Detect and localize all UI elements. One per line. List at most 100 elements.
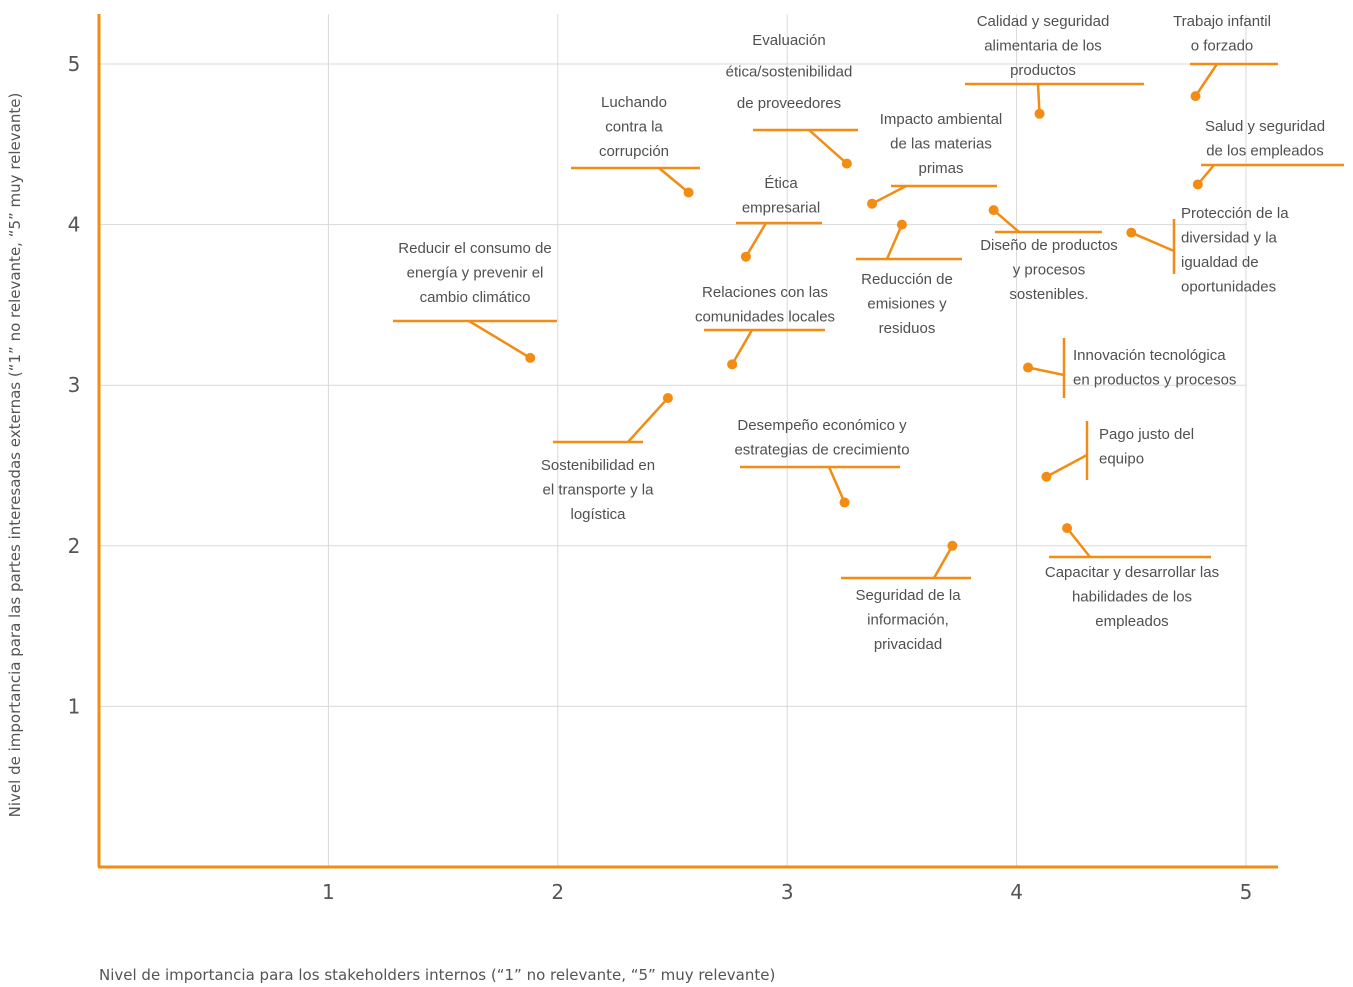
- leader-line: [1066, 527, 1091, 558]
- x-axis-title: Nivel de importancia para los stakeholde…: [99, 966, 775, 984]
- leader-line: [731, 329, 754, 365]
- point-label: Calidad y seguridad alimentaria de los pro…: [977, 13, 1110, 79]
- data-point: [1041, 471, 1052, 482]
- point-label-line: igualdad de: [1181, 254, 1259, 271]
- data-point: [839, 497, 850, 508]
- point-label: Seguridad de la información, privacidad: [855, 587, 961, 653]
- y-tick-label: 4: [68, 213, 81, 237]
- point-label-line: o forzado: [1191, 38, 1254, 55]
- tick-labels: 1 2 3 4 5 1 2 3 4 5: [68, 52, 1253, 904]
- leader-line: [1027, 366, 1065, 377]
- x-tick-label: 2: [551, 880, 564, 904]
- point-label-line: Salud y seguridad: [1205, 118, 1325, 135]
- point-label-line: productos: [1010, 62, 1076, 79]
- point-label-line: Desempeño económico y: [737, 417, 907, 434]
- point-label: Evaluación ética/sostenibilidad de proveed…: [726, 32, 853, 112]
- point-label-line: empleados: [1095, 613, 1168, 630]
- point-label-line: empresarial: [742, 200, 820, 217]
- point-label-line: de los empleados: [1206, 143, 1324, 160]
- data-point: [1023, 362, 1034, 373]
- point-label-line: información,: [867, 612, 949, 629]
- point-label: Pago justo del equipo: [1099, 426, 1194, 468]
- point-label-line: Reducción de: [861, 271, 953, 288]
- leader-line: [1130, 231, 1175, 253]
- data-points: [525, 91, 1203, 551]
- point-label-line: Relaciones con las: [702, 284, 828, 301]
- point-label-line: emisiones y: [867, 296, 947, 313]
- leader-line: [808, 129, 848, 165]
- x-tick-label: 1: [322, 880, 335, 904]
- point-label: Sostenibilidad en el transporte y la logís…: [541, 457, 655, 523]
- point-label-line: Reducir el consumo de: [398, 240, 551, 257]
- point-label-line: sostenibles.: [1009, 286, 1088, 303]
- point-label-line: Pago justo del: [1099, 426, 1194, 443]
- point-label-line: habilidades de los: [1072, 589, 1192, 606]
- point-label-line: Luchando: [601, 94, 667, 111]
- leader-line: [932, 545, 954, 579]
- point-label-line: Evaluación: [752, 32, 825, 49]
- point-label: Capacitar y desarrollar las habilidades d…: [1045, 564, 1219, 630]
- point-label-line: residuos: [879, 320, 936, 337]
- leader-line: [1194, 63, 1219, 97]
- x-tick-label: 3: [781, 880, 794, 904]
- data-point: [988, 205, 999, 216]
- y-tick-label: 1: [68, 694, 81, 718]
- y-tick-label: 3: [68, 373, 81, 397]
- data-point: [841, 158, 852, 169]
- leader-line: [885, 224, 904, 260]
- leader-line: [627, 397, 669, 443]
- point-label-line: energía y prevenir el: [407, 265, 544, 282]
- point-label-line: privacidad: [874, 636, 942, 653]
- data-point: [662, 393, 673, 404]
- point-label: Reducir el consumo de energía y prevenir …: [398, 240, 551, 306]
- point-label-line: ética/sostenibilidad: [726, 64, 853, 81]
- data-point: [1062, 523, 1073, 534]
- y-tick-label: 5: [68, 52, 81, 76]
- point-label-line: cambio climático: [420, 289, 531, 306]
- y-tick-label: 2: [68, 534, 81, 558]
- point-labels: Reducir el consumo de energía y prevenir …: [398, 13, 1325, 653]
- leader-line: [1045, 453, 1088, 478]
- point-label: Protección de la diversidad y la igualdad …: [1181, 205, 1289, 296]
- point-label: Trabajo infantil o forzado: [1173, 13, 1271, 55]
- point-label-line: contra la: [605, 119, 663, 136]
- data-point: [867, 198, 878, 209]
- data-point: [1190, 91, 1201, 102]
- point-label-line: equipo: [1099, 451, 1144, 468]
- point-label: Relaciones con las comunidades locales: [695, 284, 835, 326]
- data-point: [1192, 179, 1203, 190]
- point-label-line: Ética: [764, 175, 798, 192]
- point-label: Ética empresarial: [742, 175, 820, 217]
- data-point: [727, 359, 738, 370]
- point-label-line: Protección de la: [1181, 205, 1289, 222]
- leader-line: [827, 466, 846, 503]
- data-point: [683, 187, 694, 198]
- data-point: [1126, 227, 1137, 238]
- point-label-line: el transporte y la: [543, 482, 655, 499]
- point-label-line: diversidad y la: [1181, 230, 1278, 247]
- gridlines: [99, 14, 1247, 867]
- point-label: Impacto ambiental de las materias primas: [880, 111, 1003, 177]
- point-label-line: Trabajo infantil: [1173, 13, 1271, 30]
- point-label: Innovación tecnológica en productos y pro…: [1073, 347, 1236, 389]
- label-leaders: [393, 62, 1344, 580]
- x-tick-label: 4: [1010, 880, 1023, 904]
- data-point: [1034, 108, 1045, 119]
- point-label-line: logística: [570, 506, 626, 523]
- leader-line: [468, 319, 531, 359]
- y-axis-title: Nivel de importancia para las partes int…: [6, 93, 24, 818]
- point-label-line: Impacto ambiental: [880, 111, 1003, 128]
- data-point: [525, 352, 536, 363]
- point-label-line: Seguridad de la: [855, 587, 961, 604]
- x-tick-label: 5: [1240, 880, 1253, 904]
- point-label: Luchando contra la corrupción: [599, 94, 669, 160]
- point-label: Reducción de emisiones y residuos: [861, 271, 953, 337]
- data-point: [896, 219, 907, 230]
- leader-line: [871, 184, 907, 205]
- leader-line: [658, 167, 690, 194]
- point-label-line: comunidades locales: [695, 309, 835, 326]
- data-point: [947, 540, 958, 551]
- point-label-line: primas: [918, 160, 963, 177]
- point-label-line: corrupción: [599, 143, 669, 160]
